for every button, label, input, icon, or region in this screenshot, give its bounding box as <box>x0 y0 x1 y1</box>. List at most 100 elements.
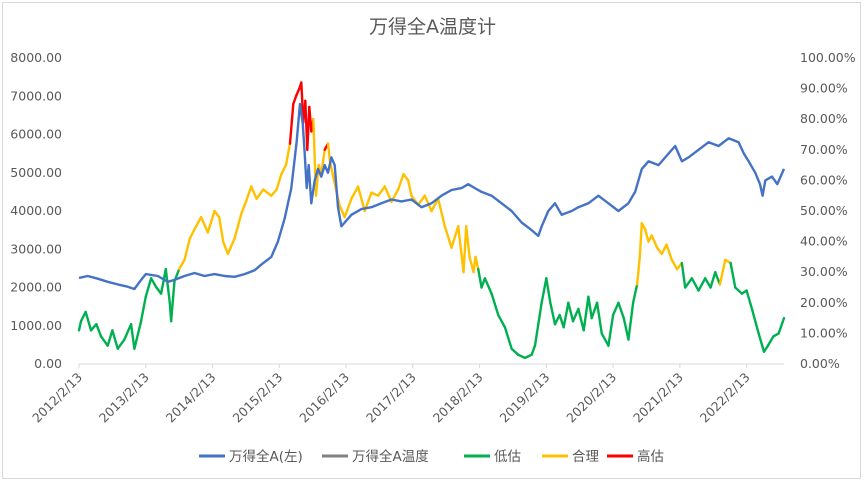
chart-title: 万得全A温度计 <box>369 16 496 38</box>
temperature-segment <box>159 267 167 295</box>
temperature-segment <box>704 277 712 289</box>
temperature-segment <box>436 197 447 228</box>
y-right-tick-label: 90.00% <box>800 81 848 96</box>
x-axis: 2012/2/13 2013/2/13 2014/2/13 2015/2/13 2016… <box>29 363 784 426</box>
temperature-segment <box>617 301 625 320</box>
temperature-segment <box>477 267 483 289</box>
temperature-segment <box>270 188 278 197</box>
temperature-segment <box>370 191 380 197</box>
temperature-segment <box>607 313 615 347</box>
temperature-segment <box>133 319 143 350</box>
temperature-segment <box>680 261 687 289</box>
temperature-segment <box>356 185 366 213</box>
temperature-segment <box>206 209 216 234</box>
temperature-segment <box>164 267 171 304</box>
temperature-segment <box>255 188 265 200</box>
temperature-segment <box>402 173 410 182</box>
temperature-segment <box>343 197 353 219</box>
temperature-segment <box>116 338 126 350</box>
y-right-tick-label: 80.00% <box>800 111 848 126</box>
temperature-segment <box>213 209 221 219</box>
temperature-segment <box>149 277 158 289</box>
temperature-segment <box>396 173 405 191</box>
temperature-segment <box>199 215 210 234</box>
temperature-segment <box>183 237 192 262</box>
temperature-segment <box>222 240 230 256</box>
y-right-tick-label: 40.00% <box>800 234 848 249</box>
temperature-segment <box>611 301 620 317</box>
temperature-segment <box>545 277 552 304</box>
temperature-segment <box>320 148 326 176</box>
temperature-segment <box>777 316 786 335</box>
x-tick-label: 2018/2/13 <box>430 370 486 426</box>
temperature-segment <box>530 344 537 357</box>
y-right-tick-label: 100.00% <box>800 50 856 65</box>
y-left-tick-label: 5000.00 <box>10 165 62 180</box>
temperature-segment <box>465 225 471 259</box>
temperature-segment <box>99 335 109 347</box>
temperature-segment <box>638 222 643 259</box>
y-right-tick-label: 20.00% <box>800 295 848 310</box>
temperature-segment <box>233 212 243 240</box>
temperature-segment <box>430 197 440 213</box>
temperature-segment <box>312 117 318 197</box>
x-tick-label: 2017/2/13 <box>363 370 419 426</box>
series-group <box>77 81 786 360</box>
y-right-tick-label: 60.00% <box>800 172 848 187</box>
temperature-segment <box>660 243 668 256</box>
temperature-segment <box>718 258 727 286</box>
temperature-segment <box>757 332 766 353</box>
temperature-segment <box>406 179 413 197</box>
temperature-segment <box>111 329 119 350</box>
index-series-line <box>78 102 786 291</box>
legend: 万得全A(左) 万得全A温度 低估 合理 高估 <box>199 448 664 465</box>
x-tick-label: 2015/2/13 <box>229 370 285 426</box>
x-tick-label: 2021/2/13 <box>630 370 686 426</box>
y-left-tick-label: 4000.00 <box>10 203 62 218</box>
y-right-tick-label: 30.00% <box>800 264 848 279</box>
temperature-segment <box>169 280 176 323</box>
temperature-segment <box>729 261 737 289</box>
temperature-segment <box>262 188 273 197</box>
y-left-tick-label: 8000.00 <box>10 50 62 65</box>
temperature-segment <box>450 225 460 249</box>
temperature-segment <box>503 326 513 350</box>
temperature-segment <box>139 295 147 323</box>
temperature-segment <box>326 142 332 164</box>
temperature-segment <box>288 102 295 145</box>
temperature-segment <box>338 203 346 219</box>
temperature-segment <box>643 228 650 243</box>
temperature-segment <box>177 258 186 271</box>
temperature-segment <box>77 319 83 332</box>
legend-label: 万得全A温度 <box>352 448 429 465</box>
temperature-segment <box>226 237 236 256</box>
y-right-tick-label: 0.00% <box>800 356 840 371</box>
x-tick-label: 2012/2/13 <box>29 370 85 426</box>
legend-label: 低估 <box>494 449 521 465</box>
temperature-segment <box>553 313 561 326</box>
temperature-segment <box>627 301 635 341</box>
legend-item-temperature: 万得全A温度 <box>322 448 429 465</box>
temperature-segment <box>292 93 298 106</box>
temperature-segment <box>284 142 292 167</box>
temperature-segment <box>587 295 593 320</box>
temperature-segment <box>697 277 707 292</box>
temperature-segment <box>533 301 543 347</box>
temperature-segment <box>193 215 203 231</box>
y-left-axis: 0.00 1000.00 2000.00 3000.00 4000.00 5000.00 6… <box>10 50 62 371</box>
temperature-segment <box>650 234 659 249</box>
temperature-segment <box>510 347 520 357</box>
temperature-segment <box>95 323 103 338</box>
temperature-segment <box>497 313 507 329</box>
y-right-tick-label: 50.00% <box>800 203 848 218</box>
temperature-segment <box>280 163 288 176</box>
temperature-segment <box>690 277 700 292</box>
temperature-segment <box>244 185 253 204</box>
temperature-segment <box>590 301 599 320</box>
y-right-tick-label: 10.00% <box>800 325 848 340</box>
legend-item-low: 低估 <box>464 449 521 465</box>
legend-label: 高估 <box>637 448 664 465</box>
temperature-segment <box>443 225 453 249</box>
temperature-segment <box>745 289 754 311</box>
